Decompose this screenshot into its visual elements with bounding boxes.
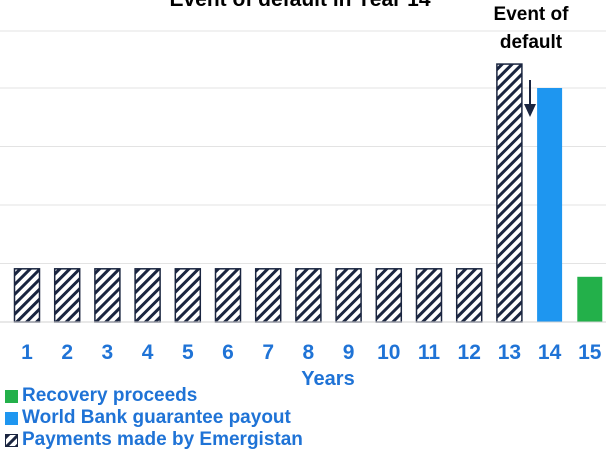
bar-year-4 [134, 268, 161, 323]
legend-swatch-hatched [5, 433, 18, 447]
x-tick-3: 3 [102, 341, 114, 364]
legend-swatch-blue [5, 411, 18, 425]
legend-label-emergistan: Payments made by Emergistan [22, 429, 303, 450]
x-tick-11: 11 [418, 341, 441, 364]
x-tick-7: 7 [262, 341, 274, 364]
x-tick-2: 2 [61, 341, 73, 364]
bar-year-9 [335, 268, 362, 323]
bar-year-11 [415, 268, 443, 323]
bar-year-2 [53, 268, 81, 323]
bar-year-7 [254, 268, 282, 323]
bar-year-5 [174, 268, 202, 323]
x-tick-9: 9 [343, 341, 355, 364]
bar-year-10 [375, 268, 403, 323]
bar-year-3 [94, 268, 121, 323]
bar-year-1 [13, 268, 41, 323]
annotation-line-2: default [500, 32, 563, 53]
event-of-default-annotation: Event of default [494, 4, 570, 117]
legend-label-world-bank: World Bank guarantee payout [22, 407, 291, 428]
bar-year-8 [295, 268, 322, 323]
bar-year-13 [496, 63, 523, 323]
x-tick-8: 8 [303, 341, 315, 364]
x-tick-labels: 1 2 3 4 5 6 7 8 9 10 11 12 13 14 15 [21, 341, 602, 364]
x-tick-5: 5 [182, 341, 194, 364]
legend-item-emergistan: Payments made by Emergistan [5, 429, 303, 451]
legend: Recovery proceeds World Bank guarantee p… [5, 385, 303, 451]
x-tick-1: 1 [21, 341, 33, 364]
x-tick-13: 13 [498, 341, 521, 364]
annotation-arrowhead [524, 104, 536, 117]
legend-item-world-bank: World Bank guarantee payout [5, 407, 303, 429]
annotation-line-1: Event of [494, 4, 570, 25]
x-tick-4: 4 [142, 341, 154, 364]
x-axis-label: Years [301, 368, 354, 390]
bar-year-12 [455, 268, 483, 323]
x-tick-10: 10 [377, 341, 400, 364]
x-tick-15: 15 [578, 341, 602, 364]
legend-item-recovery: Recovery proceeds [5, 385, 303, 407]
x-tick-14: 14 [538, 341, 562, 364]
x-tick-6: 6 [222, 341, 234, 364]
x-tick-12: 12 [458, 341, 481, 364]
bars [13, 63, 603, 323]
chart-title: Event of default in Year 14 [169, 0, 430, 11]
legend-swatch-green [5, 389, 18, 403]
bar-year-6 [214, 268, 242, 323]
bar-year-14 [537, 88, 563, 322]
legend-label-recovery: Recovery proceeds [22, 385, 198, 406]
bar-year-15 [577, 276, 603, 322]
